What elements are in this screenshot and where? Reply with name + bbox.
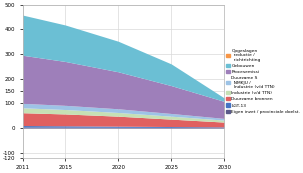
Legend: Opgeslagen
  reductie /
  richtrichting, Gebouwen, Procesemissi, Duurzame S
  NM: Opgeslagen reductie / richtrichting, Geb…	[226, 49, 300, 114]
